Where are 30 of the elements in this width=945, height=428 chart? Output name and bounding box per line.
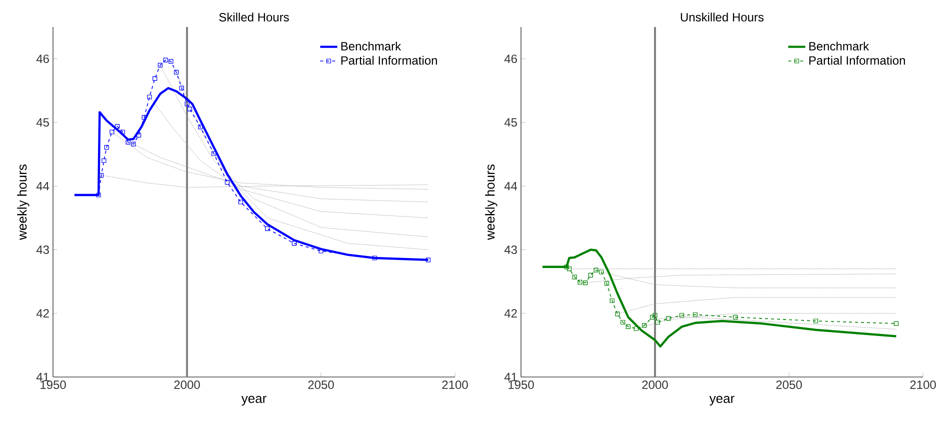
legend-label: Benchmark [809, 42, 870, 51]
x-tick-label: 2000 [642, 380, 668, 390]
x-tick-label: 2000 [174, 380, 200, 390]
x-tick-label: 2050 [776, 380, 802, 390]
y-tick-label: 43 [504, 245, 517, 254]
x-tick-label: 1950 [508, 380, 534, 390]
x-axis-title: year [241, 396, 266, 406]
chart-title: Skilled Hours [219, 12, 289, 22]
x-tick-label: 2100 [442, 380, 468, 390]
y-tick-label: 45 [36, 118, 49, 127]
y-tick-label: 46 [504, 54, 517, 64]
x-tick-label: 2100 [910, 380, 936, 390]
y-tick-label: 41 [36, 372, 49, 382]
y-tick-label: 46 [36, 54, 49, 64]
x-axis-title: year [709, 396, 734, 406]
y-tick-label: 42 [504, 309, 517, 318]
x-tick-label: 2050 [308, 380, 334, 390]
y-axis-title: weekly hours [485, 164, 498, 240]
legend-label: Partial Information [341, 56, 437, 65]
legend-label: Partial Information [809, 56, 905, 65]
x-tick-label: 1950 [40, 380, 66, 390]
y-tick-label: 42 [36, 309, 49, 318]
y-tick-label: 43 [36, 245, 49, 254]
y-tick-label: 41 [504, 372, 517, 382]
y-axis-title: weekly hours [17, 164, 30, 240]
chart-title: Unskilled Hours [680, 12, 764, 22]
y-tick-label: 45 [504, 118, 517, 127]
y-tick-label: 44 [504, 182, 518, 190]
legend-label: Benchmark [341, 42, 402, 51]
y-tick-label: 44 [36, 182, 50, 190]
